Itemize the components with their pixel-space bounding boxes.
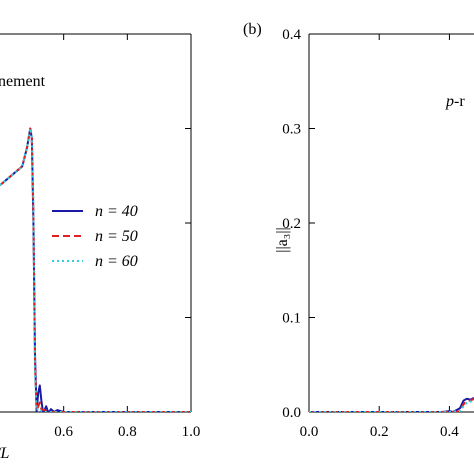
panel-a-series-n40: [0, 127, 191, 412]
panel-a-xtick-label: 1.0: [182, 424, 201, 440]
panel-b-ticks: 0.0 0.1 0.2 0.3 0.4 0.0 0.2 0.4: [282, 27, 459, 440]
panel-a-annotation: nement: [0, 73, 46, 90]
legend-label-n60: n = 60: [95, 253, 138, 270]
legend-label-n40: n = 40: [95, 203, 138, 220]
panel-b-series-n60: [309, 398, 474, 412]
panel-a-legend: n = 40 n = 50 n = 60: [52, 203, 138, 270]
panel-b-xtick-label: 0.4: [440, 424, 459, 440]
panel-a-series-n50: [0, 127, 191, 412]
panel-b-series-n40: [309, 396, 474, 412]
panel-b-ytick-label: 0.2: [282, 216, 301, 232]
panel-b-series-n50: [309, 397, 474, 412]
panel-a-grid-ticks: [0, 33, 192, 413]
panel-a-xlabel: /L: [0, 445, 9, 462]
panel-a-series: [0, 127, 191, 412]
panel-b-ytick-label: 0.3: [282, 122, 301, 138]
panel-a-xtick-label: 0.6: [54, 424, 73, 440]
panel-b-ytick-label: 0.1: [282, 311, 301, 327]
panel-a: 0.6 0.8 1.0 nement n = 40 n = 50 n = 60 /L: [0, 33, 201, 462]
panel-b-xtick-label: 0.2: [370, 424, 389, 440]
panel-b-ylabel: ||a₃||: [274, 227, 291, 253]
panel-b-annotation: p-r: [445, 93, 465, 110]
panel-b-label: (b): [243, 21, 262, 38]
panel-b-series: [309, 396, 474, 412]
panel-b-ytick-label: 0.0: [282, 405, 301, 421]
panel-b: (b) 0.0 0.1 0.2 0.3 0.4 0.0 0.2 0.4 p-r ||a₃||: [243, 21, 474, 440]
panel-b-xtick-label: 0.0: [300, 424, 319, 440]
panel-b-ytick-label: 0.4: [282, 27, 301, 43]
panel-a-xtick-label: 0.8: [118, 424, 137, 440]
legend-label-n50: n = 50: [95, 228, 138, 245]
panel-a-series-n60: [0, 127, 191, 412]
